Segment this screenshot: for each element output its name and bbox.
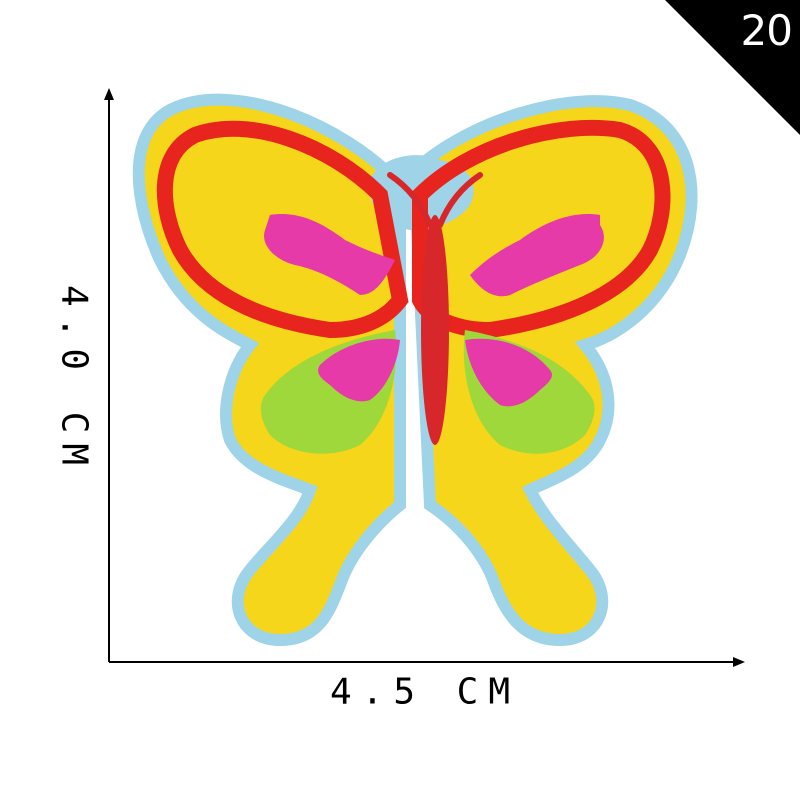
height-dimension-label: 4.0 CM xyxy=(53,284,95,476)
right-pink-lower-spot xyxy=(465,338,552,407)
left-antenna xyxy=(387,172,433,228)
width-dimension-label: 4.5 CM xyxy=(329,671,521,713)
right-antenna xyxy=(437,172,483,228)
badge-triangle xyxy=(665,0,800,135)
right-wing-red-border xyxy=(412,119,671,339)
left-wing-red-border xyxy=(156,120,409,339)
dimension-arrows xyxy=(104,88,745,667)
horizontal-arrow-head xyxy=(733,657,745,667)
left-pink-lower-spot xyxy=(318,338,400,402)
butterfly-patch xyxy=(132,93,698,647)
butterfly-body xyxy=(421,215,449,445)
badge-corner: 20 xyxy=(665,0,800,135)
right-pink-upper-spot xyxy=(470,214,604,297)
vertical-arrow-head xyxy=(104,88,114,100)
badge-number: 20 xyxy=(740,6,793,55)
left-pink-upper-spot xyxy=(264,214,395,295)
